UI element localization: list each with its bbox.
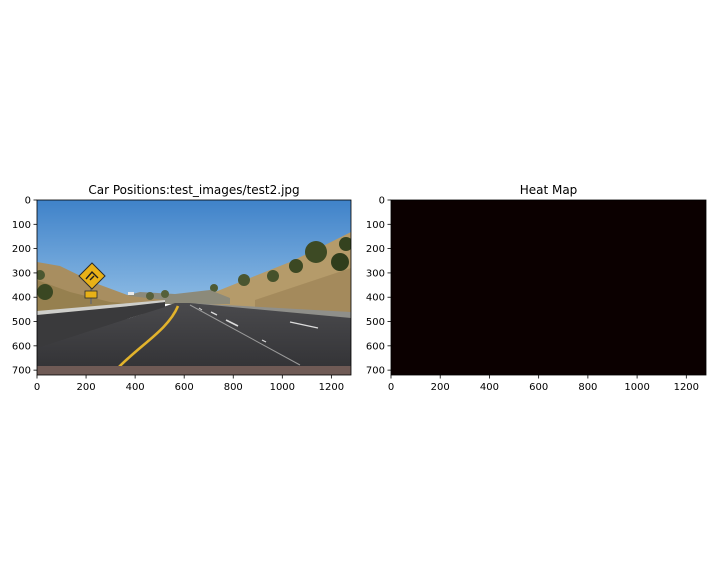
car-positions-y-tick-label: 100 (12, 220, 31, 231)
heat-map-y-tick-label: 0 (379, 196, 385, 207)
car-positions-x-tick-label: 1200 (319, 382, 344, 393)
car-positions-x-tick-label: 600 (175, 382, 194, 393)
heat-map-axes: 0 200 400 600 800 1000 1200 0 100 200 300 400 500 600… (366, 196, 699, 394)
car-positions-y-tick-label: 200 (12, 244, 31, 255)
heat-map-title: Heat Map (520, 183, 578, 197)
heat-map-x-tick-label: 400 (480, 382, 499, 393)
heat-map-y-tick-label: 100 (366, 220, 385, 231)
heat-map-y-tick-label: 400 (366, 293, 385, 304)
car-positions-y-tick-label: 0 (25, 196, 31, 207)
heat-map-y-tick-label: 500 (366, 317, 385, 328)
car-positions-y-tick-label: 300 (12, 268, 31, 279)
car-positions-panel: Car Positions:test_images/test2.jpg (12, 183, 352, 394)
car-positions-x-tick-label: 1000 (270, 382, 295, 393)
heat-map-x-tick-label: 1000 (624, 382, 649, 393)
heat-map-panel: Heat Map 0 200 400 600 800 1000 1200 0 100 200 300… (366, 183, 707, 394)
heat-map-image (391, 200, 706, 375)
heat-map-x-tick-label: 200 (431, 382, 450, 393)
heat-map-y-tick-label: 200 (366, 244, 385, 255)
car-positions-x-tick-label: 0 (34, 382, 40, 393)
car-positions-x-tick-label: 400 (126, 382, 145, 393)
car-positions-y-tick-label: 400 (12, 293, 31, 304)
car-positions-x-tick-label: 200 (77, 382, 96, 393)
heat-map-axes-frame (390, 199, 707, 376)
car-positions-title: Car Positions:test_images/test2.jpg (88, 183, 299, 197)
car-positions-x-tick-label: 800 (224, 382, 243, 393)
heat-map-x-tick-label: 800 (578, 382, 597, 393)
heat-map-y-tick-label: 700 (366, 366, 385, 377)
car-positions-y-tick-label: 500 (12, 317, 31, 328)
heat-map-y-tick-label: 600 (366, 341, 385, 352)
road-photo (37, 200, 351, 375)
car-positions-y-tick-label: 700 (12, 366, 31, 377)
heat-map-x-tick-label: 600 (529, 382, 548, 393)
car-positions-axes: 0 200 400 600 800 1000 1200 0 100 200 300 400 500 600… (12, 196, 344, 394)
heat-map-x-tick-label: 0 (388, 382, 394, 393)
car-positions-y-tick-label: 600 (12, 341, 31, 352)
heat-map-y-tick-label: 300 (366, 268, 385, 279)
car-positions-axes-frame (36, 199, 352, 376)
heat-map-x-tick-label: 1200 (674, 382, 699, 393)
